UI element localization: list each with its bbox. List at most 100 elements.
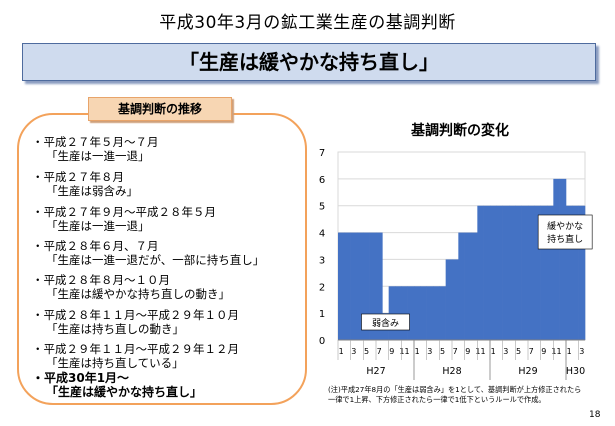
history-item-judgment: 「生産は緩やかな持ち直しの動き」: [46, 287, 230, 301]
x-tick-label: 5: [440, 347, 445, 356]
annotation-box: [361, 313, 410, 331]
y-tick-label: 6: [319, 175, 325, 186]
bar: [458, 232, 465, 340]
y-tick-label: 5: [319, 202, 325, 213]
bar: [483, 205, 491, 340]
bar: [350, 232, 358, 340]
history-item: ・平成２７年９月～平成２８年５月 「生産は一進一退」: [32, 205, 216, 233]
bar: [578, 205, 586, 340]
chart-footnote-line: (注)平成27年8月の「生産は弱含み」を1として、基調判断が上方修正されたら: [328, 385, 582, 394]
history-item: ・平成２９年１１月～平成２９年１２月 「生産は持ち直している」: [32, 342, 239, 370]
chart-footnote-line: 一律で1上昇、下方修正されたら一律で1低下というルールで作成。: [328, 395, 546, 404]
bar: [534, 205, 541, 340]
bar: [363, 232, 370, 340]
bar: [344, 232, 351, 340]
annotation-label: 緩やかな: [547, 220, 583, 232]
x-tick-label: 3: [427, 347, 432, 356]
bar: [433, 286, 440, 340]
x-tick-label: 9: [389, 347, 394, 356]
x-tick-label: 1: [415, 347, 420, 356]
bar: [401, 286, 408, 340]
bar: [420, 286, 427, 340]
x-tick-label: 5: [364, 347, 369, 356]
x-tick-label: 11: [551, 347, 561, 356]
history-item-period: ・平成２８年１１月～平成２９年１０月: [32, 308, 239, 322]
bar: [426, 286, 434, 340]
y-tick-label: 3: [319, 255, 325, 266]
x-tick-label: 3: [579, 347, 584, 356]
bar: [464, 232, 472, 340]
history-item-judgment: 「生産は持ち直している」: [46, 356, 184, 370]
x-tick-label: 11: [399, 347, 409, 356]
x-tick-label: 1: [491, 347, 496, 356]
bar: [572, 205, 579, 340]
history-item: ・平成２８年１１月～平成２９年１０月 「生産は持ち直しの動き」: [32, 308, 239, 336]
bar: [528, 205, 535, 340]
history-item-period: ・平成２８年８月～１０月: [32, 273, 170, 287]
bar: [414, 286, 421, 340]
year-label: H27: [366, 366, 385, 377]
bar: [496, 205, 503, 340]
chart-footnote: (注)平成27年8月の「生産は弱含み」を1として、基調判断が上方修正されたら 一…: [328, 385, 608, 405]
history-item-judgment: 「生産は一進一退」: [46, 149, 150, 163]
bar: [490, 205, 497, 340]
year-label: H28: [442, 366, 461, 377]
y-tick-label: 0: [319, 336, 325, 347]
y-tick-label: 2: [319, 282, 325, 293]
bar: [509, 205, 516, 340]
page-title: 平成30年3月の鉱工業生産の基調判断: [159, 13, 456, 33]
bar: [502, 205, 510, 340]
x-tick-label: 9: [541, 347, 546, 356]
history-item-period: ・平成２７年８月: [32, 170, 124, 184]
bar: [439, 286, 446, 340]
bar: [338, 232, 345, 340]
bar: [477, 205, 484, 340]
x-tick-label: 11: [475, 347, 485, 356]
y-tick-label: 1: [319, 309, 325, 320]
history-item: ・平成２７年５月～７月 「生産は一進一退」: [32, 135, 159, 163]
history-item-period: ・平成30年1月～: [32, 371, 130, 385]
history-item-judgment: 「生産は一進一退」: [46, 219, 150, 233]
history-item-period: ・平成２７年５月～７月: [32, 135, 159, 149]
bar: [553, 178, 560, 340]
history-item-period: ・平成２７年９月～平成２８年５月: [32, 205, 216, 219]
history-item-judgment: 「生産は持ち直しの動き」: [46, 322, 184, 336]
bar: [566, 205, 573, 340]
bar: [559, 178, 567, 340]
bar: [521, 205, 529, 340]
history-item-period: ・平成２９年１１月～平成２９年１２月: [32, 342, 239, 356]
bar: [376, 232, 383, 340]
x-tick-label: 3: [503, 347, 508, 356]
history-item: ・平成30年1月～ 「生産は緩やかな持ち直し」: [32, 371, 202, 399]
history-item-judgment: 「生産は緩やかな持ち直し」: [46, 385, 203, 399]
y-tick-label: 7: [319, 148, 325, 159]
annotation-label: 持ち直し: [547, 233, 583, 245]
x-tick-label: 7: [453, 347, 458, 356]
bar: [471, 232, 478, 340]
x-tick-label: 1: [339, 347, 344, 356]
year-label: H29: [518, 366, 537, 377]
history-item-judgment: 「生産は一進一退だが、一部に持ち直し」: [46, 253, 265, 267]
bar: [445, 259, 453, 340]
year-label: H30: [566, 366, 585, 377]
page-number: 18: [589, 410, 601, 420]
x-tick-label: 5: [516, 347, 521, 356]
x-tick-label: 7: [529, 347, 534, 356]
history-item-period: ・平成２８年６月、７月: [32, 239, 159, 253]
bar: [395, 286, 402, 340]
bar: [407, 286, 415, 340]
x-tick-label: 1: [567, 347, 572, 356]
bar: [547, 205, 554, 340]
bar: [452, 259, 459, 340]
chart-title: 基調判断の変化: [411, 123, 509, 139]
annotation-label: 弱含み: [372, 317, 399, 329]
bar: [540, 205, 548, 340]
headline-banner: 「生産は緩やかな持ち直し」: [22, 43, 596, 81]
x-tick-label: 9: [465, 347, 470, 356]
x-tick-label: 7: [377, 347, 382, 356]
history-item: ・平成２７年８月 「生産は弱含み」: [32, 170, 138, 198]
bar: [357, 232, 364, 340]
x-tick-label: 3: [351, 347, 356, 356]
bar: [515, 205, 522, 340]
